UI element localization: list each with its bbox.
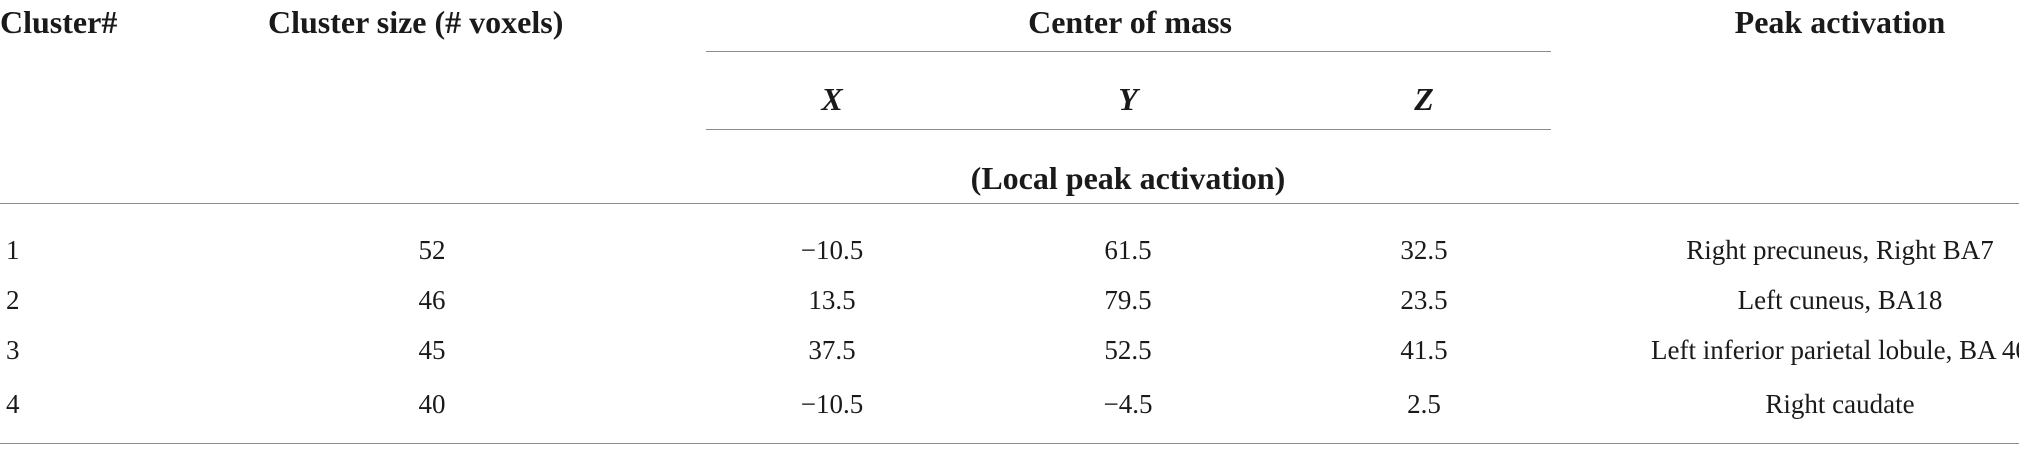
cell-y: 79.5 [1104, 285, 1152, 315]
cell-x: −10.5 [800, 235, 864, 265]
cell-size: 45 [418, 335, 446, 365]
header-center-of-mass: Center of mass [1028, 4, 1232, 40]
center-of-mass-rule [706, 51, 1551, 52]
cell-y: 52.5 [1104, 335, 1152, 365]
header-local-peak: (Local peak activation) [970, 160, 1286, 196]
cell-cluster: 2 [6, 285, 20, 315]
cell-size: 52 [418, 235, 446, 265]
header-cluster-number: Cluster# [0, 4, 118, 40]
header-peak-activation: Peak activation [1734, 4, 1946, 40]
cell-x: −10.5 [800, 389, 864, 419]
cell-peak: Left cuneus, BA18 [1737, 285, 1943, 315]
cell-size: 46 [418, 285, 446, 315]
header-x: X [821, 81, 843, 117]
cell-size: 40 [418, 389, 446, 419]
table-bottom-rule [0, 443, 2019, 444]
cell-cluster: 1 [6, 235, 20, 265]
cell-x: 13.5 [808, 285, 856, 315]
cell-cluster: 3 [6, 335, 20, 365]
header-cluster-size: Cluster size (# voxels) [268, 4, 564, 40]
cell-z: 23.5 [1400, 285, 1448, 315]
header-bottom-rule [0, 203, 2019, 204]
xyz-rule [706, 129, 1551, 130]
cell-cluster: 4 [6, 389, 20, 419]
cell-peak: Left inferior parietal lobule, BA 40 [1651, 335, 2019, 365]
cell-z: 32.5 [1400, 235, 1448, 265]
cell-peak: Right precuneus, Right BA7 [1686, 235, 1994, 265]
cell-z: 41.5 [1400, 335, 1448, 365]
cell-x: 37.5 [808, 335, 856, 365]
cell-peak: Right caudate [1765, 389, 1915, 419]
cell-z: 2.5 [1407, 389, 1441, 419]
cell-y: −4.5 [1103, 389, 1153, 419]
cell-y: 61.5 [1104, 235, 1152, 265]
header-z: Z [1414, 81, 1434, 117]
header-y: Y [1118, 81, 1138, 117]
